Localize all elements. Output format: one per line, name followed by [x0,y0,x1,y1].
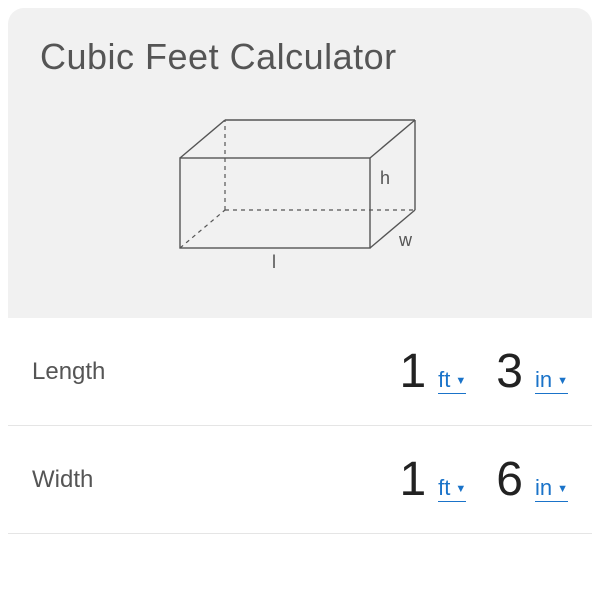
cuboid-diagram: h w l [160,108,440,278]
length-values: 1 ft ▼ 3 in ▼ [381,344,568,399]
width-major-unit-label: ft [438,477,450,499]
width-minor-value[interactable]: 6 [496,452,523,507]
length-minor-unit-label: in [535,369,552,391]
chevron-down-icon: ▼ [557,484,568,495]
length-row: Length 1 ft ▼ 3 in ▼ [8,318,592,426]
chevron-down-icon: ▼ [557,376,568,387]
width-major-value[interactable]: 1 [399,452,426,507]
page-title: Cubic Feet Calculator [40,36,560,78]
chevron-down-icon: ▼ [455,376,466,387]
width-label: w [399,230,412,251]
calculator-card: Cubic Feet Calculator h w l [8,8,592,318]
diagram-area: h w l [8,98,592,318]
cuboid-svg [160,108,440,278]
length-row-label: Length [32,358,381,386]
length-major-unit-selector[interactable]: ft ▼ [438,369,466,394]
length-major-unit-label: ft [438,369,450,391]
width-minor-unit-selector[interactable]: in ▼ [535,477,568,502]
length-major-value[interactable]: 1 [399,344,426,399]
width-major-unit-selector[interactable]: ft ▼ [438,477,466,502]
header: Cubic Feet Calculator [8,8,592,98]
length-label: l [272,252,276,273]
width-values: 1 ft ▼ 6 in ▼ [381,452,568,507]
width-row: Width 1 ft ▼ 6 in ▼ [8,426,592,534]
length-minor-value[interactable]: 3 [496,344,523,399]
height-label: h [380,168,390,189]
width-minor-unit-label: in [535,477,552,499]
chevron-down-icon: ▼ [455,484,466,495]
input-rows: Length 1 ft ▼ 3 in ▼ Width 1 ft ▼ 6 in [8,318,592,534]
width-row-label: Width [32,466,381,494]
length-minor-unit-selector[interactable]: in ▼ [535,369,568,394]
